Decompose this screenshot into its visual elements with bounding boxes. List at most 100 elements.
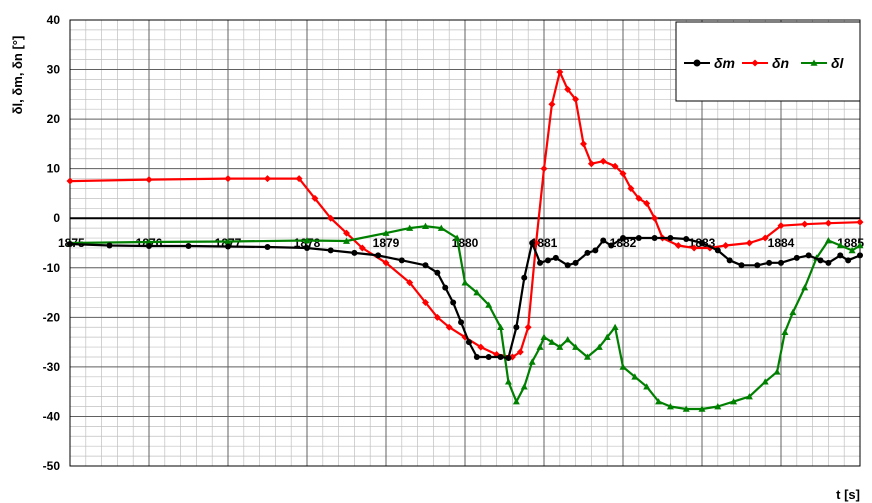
y-tick-label: -30 (43, 360, 61, 374)
data-point (461, 279, 469, 286)
data-point (473, 353, 480, 360)
series-circle (67, 235, 863, 361)
x-axis-title: t [s] (836, 487, 860, 502)
data-point (584, 249, 591, 256)
data-point (583, 353, 591, 360)
y-tick-label: 20 (47, 112, 61, 126)
data-point (572, 95, 580, 103)
data-point (552, 254, 559, 261)
legend-item: δl (801, 55, 845, 71)
data-point (600, 237, 607, 244)
data-point (433, 313, 441, 321)
data-point (698, 405, 706, 412)
legend-label: δn (772, 55, 789, 71)
series-layer (66, 68, 864, 412)
data-point (146, 242, 152, 249)
data-point (599, 157, 607, 165)
data-point (682, 405, 690, 412)
data-point (145, 176, 153, 184)
data-point (453, 234, 461, 241)
data-point (66, 177, 74, 185)
data-point (643, 199, 651, 207)
data-point (442, 284, 449, 291)
data-point (655, 398, 663, 405)
data-point (789, 308, 797, 316)
data-point (611, 162, 619, 170)
data-point (683, 236, 690, 243)
data-point (595, 343, 603, 350)
data-point (508, 353, 516, 361)
data-point (513, 324, 520, 331)
data-point (761, 378, 769, 385)
data-point (777, 222, 785, 230)
data-point (572, 343, 580, 350)
data-point (145, 238, 153, 245)
data-point (422, 222, 429, 229)
data-point (608, 242, 615, 249)
data-point (437, 224, 445, 231)
data-point (520, 383, 528, 390)
data-point (406, 279, 414, 287)
data-point (857, 252, 863, 259)
data-point (761, 234, 769, 242)
series-diamond (66, 68, 864, 361)
data-point (745, 393, 753, 400)
data-point (778, 259, 784, 266)
data-point (635, 194, 643, 202)
data-point (651, 214, 659, 222)
y-tick-label: -20 (43, 310, 61, 324)
data-point (690, 244, 698, 252)
data-point (556, 68, 564, 76)
data-point (548, 338, 556, 345)
data-point (730, 398, 738, 405)
data-point (635, 235, 642, 242)
data-point (382, 229, 390, 236)
data-point (580, 140, 587, 148)
data-point (848, 246, 856, 254)
y-tick-label: -10 (43, 261, 61, 275)
data-point (528, 358, 536, 365)
x-tick-label: 1884 (768, 236, 795, 250)
data-point (693, 59, 701, 67)
data-point (422, 262, 429, 269)
data-point (458, 319, 465, 326)
data-point (856, 241, 864, 249)
data-point (674, 241, 682, 249)
data-point (485, 301, 493, 308)
data-point (805, 252, 812, 259)
data-point (836, 241, 844, 249)
series-line (69, 70, 861, 359)
data-point (643, 383, 651, 390)
data-point (106, 242, 113, 249)
data-point (699, 240, 705, 246)
y-tick-label: -50 (43, 459, 61, 473)
data-point (667, 235, 674, 242)
legend-item: δn (742, 55, 789, 71)
x-tick-label: 1879 (373, 236, 400, 250)
data-point (450, 299, 457, 306)
data-point (773, 368, 781, 375)
data-point (398, 257, 405, 264)
data-point (505, 354, 512, 361)
data-point (264, 175, 271, 183)
data-point (485, 353, 492, 360)
data-point (824, 219, 832, 227)
data-point (817, 257, 824, 264)
data-point (224, 175, 232, 183)
data-point (264, 243, 271, 250)
data-point (422, 298, 429, 306)
data-point (837, 252, 844, 259)
series-triangle (66, 222, 864, 412)
data-point (358, 244, 366, 252)
data-point (793, 254, 800, 261)
data-point (651, 235, 658, 242)
data-point (327, 247, 334, 254)
data-point (620, 235, 626, 242)
y-axis-title: δl, δm, δn [°] (10, 36, 25, 115)
data-point (224, 238, 232, 245)
data-point (465, 339, 472, 346)
data-point (824, 237, 832, 244)
data-point (351, 249, 358, 256)
data-point (564, 262, 571, 269)
